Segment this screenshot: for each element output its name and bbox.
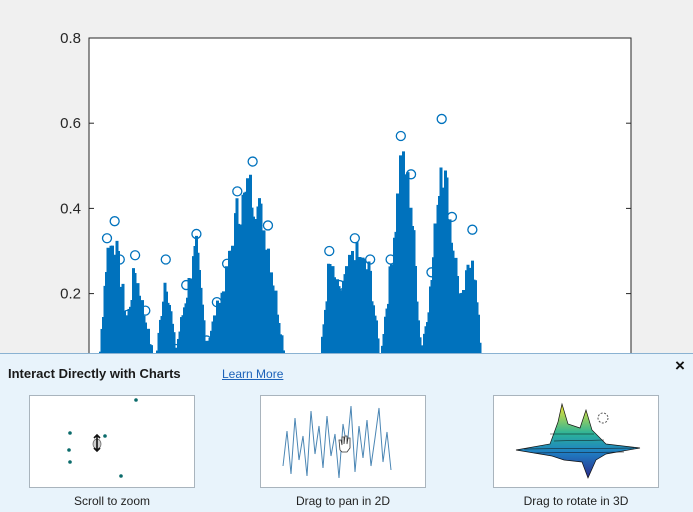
- data-point-marker: [221, 258, 233, 269]
- data-point-marker: [349, 233, 360, 244]
- data-series: [99, 113, 482, 354]
- pan-demo-image: [260, 395, 426, 488]
- rotate-demo-label: Drag to rotate in 3D: [523, 494, 629, 508]
- y-tick-label: 0.4: [60, 200, 81, 217]
- data-point-marker: [140, 305, 151, 316]
- interaction-tip-panel: Interact Directly with Charts Learn More…: [0, 353, 693, 512]
- data-point-marker: [160, 254, 171, 265]
- scatter-plot[interactable]: -0.200.20.40.60.8: [0, 0, 693, 354]
- rotate-cursor-icon: [597, 412, 609, 424]
- data-point-marker: [181, 279, 192, 291]
- data-point-marker: [109, 216, 120, 227]
- close-icon[interactable]: ×: [675, 356, 685, 375]
- data-point-marker: [129, 250, 141, 261]
- data-point-marker: [365, 254, 376, 265]
- data-point-marker: [247, 156, 258, 167]
- data-point-marker: [456, 292, 468, 304]
- y-tick-label: 0.8: [60, 30, 81, 47]
- data-point-marker: [405, 169, 417, 180]
- zoom-demo-label: Scroll to zoom: [73, 494, 151, 508]
- data-point-marker: [114, 254, 125, 265]
- data-point-marker: [426, 267, 437, 278]
- pan-demo-label: Drag to pan in 2D: [295, 494, 391, 508]
- data-point-marker: [211, 296, 223, 308]
- y-tick-label: 0.2: [60, 286, 81, 303]
- zoom-demo-image: [29, 395, 195, 488]
- scroll-zoom-cursor-icon: [92, 433, 102, 453]
- data-point-marker: [262, 220, 274, 231]
- learn-more-link[interactable]: Learn More: [222, 367, 284, 381]
- data-point-marker: [385, 254, 396, 265]
- data-point-marker: [395, 130, 406, 142]
- data-point-marker: [334, 279, 345, 291]
- data-point-marker: [324, 245, 335, 257]
- pan-hand-icon: [338, 435, 351, 453]
- data-point-marker: [201, 335, 212, 346]
- data-point-marker: [122, 309, 133, 321]
- rotate-demo-image: [493, 395, 659, 488]
- figure-area[interactable]: -0.200.20.40.60.8: [0, 0, 693, 354]
- data-point-marker: [467, 224, 478, 235]
- y-tick-label: 0.6: [60, 115, 81, 132]
- data-point-marker: [446, 211, 458, 223]
- data-point-marker: [101, 233, 113, 244]
- data-point-marker: [232, 186, 243, 197]
- data-point-marker: [436, 113, 447, 125]
- data-point-marker: [191, 228, 202, 240]
- tip-title: Interact Directly with Charts: [8, 366, 181, 381]
